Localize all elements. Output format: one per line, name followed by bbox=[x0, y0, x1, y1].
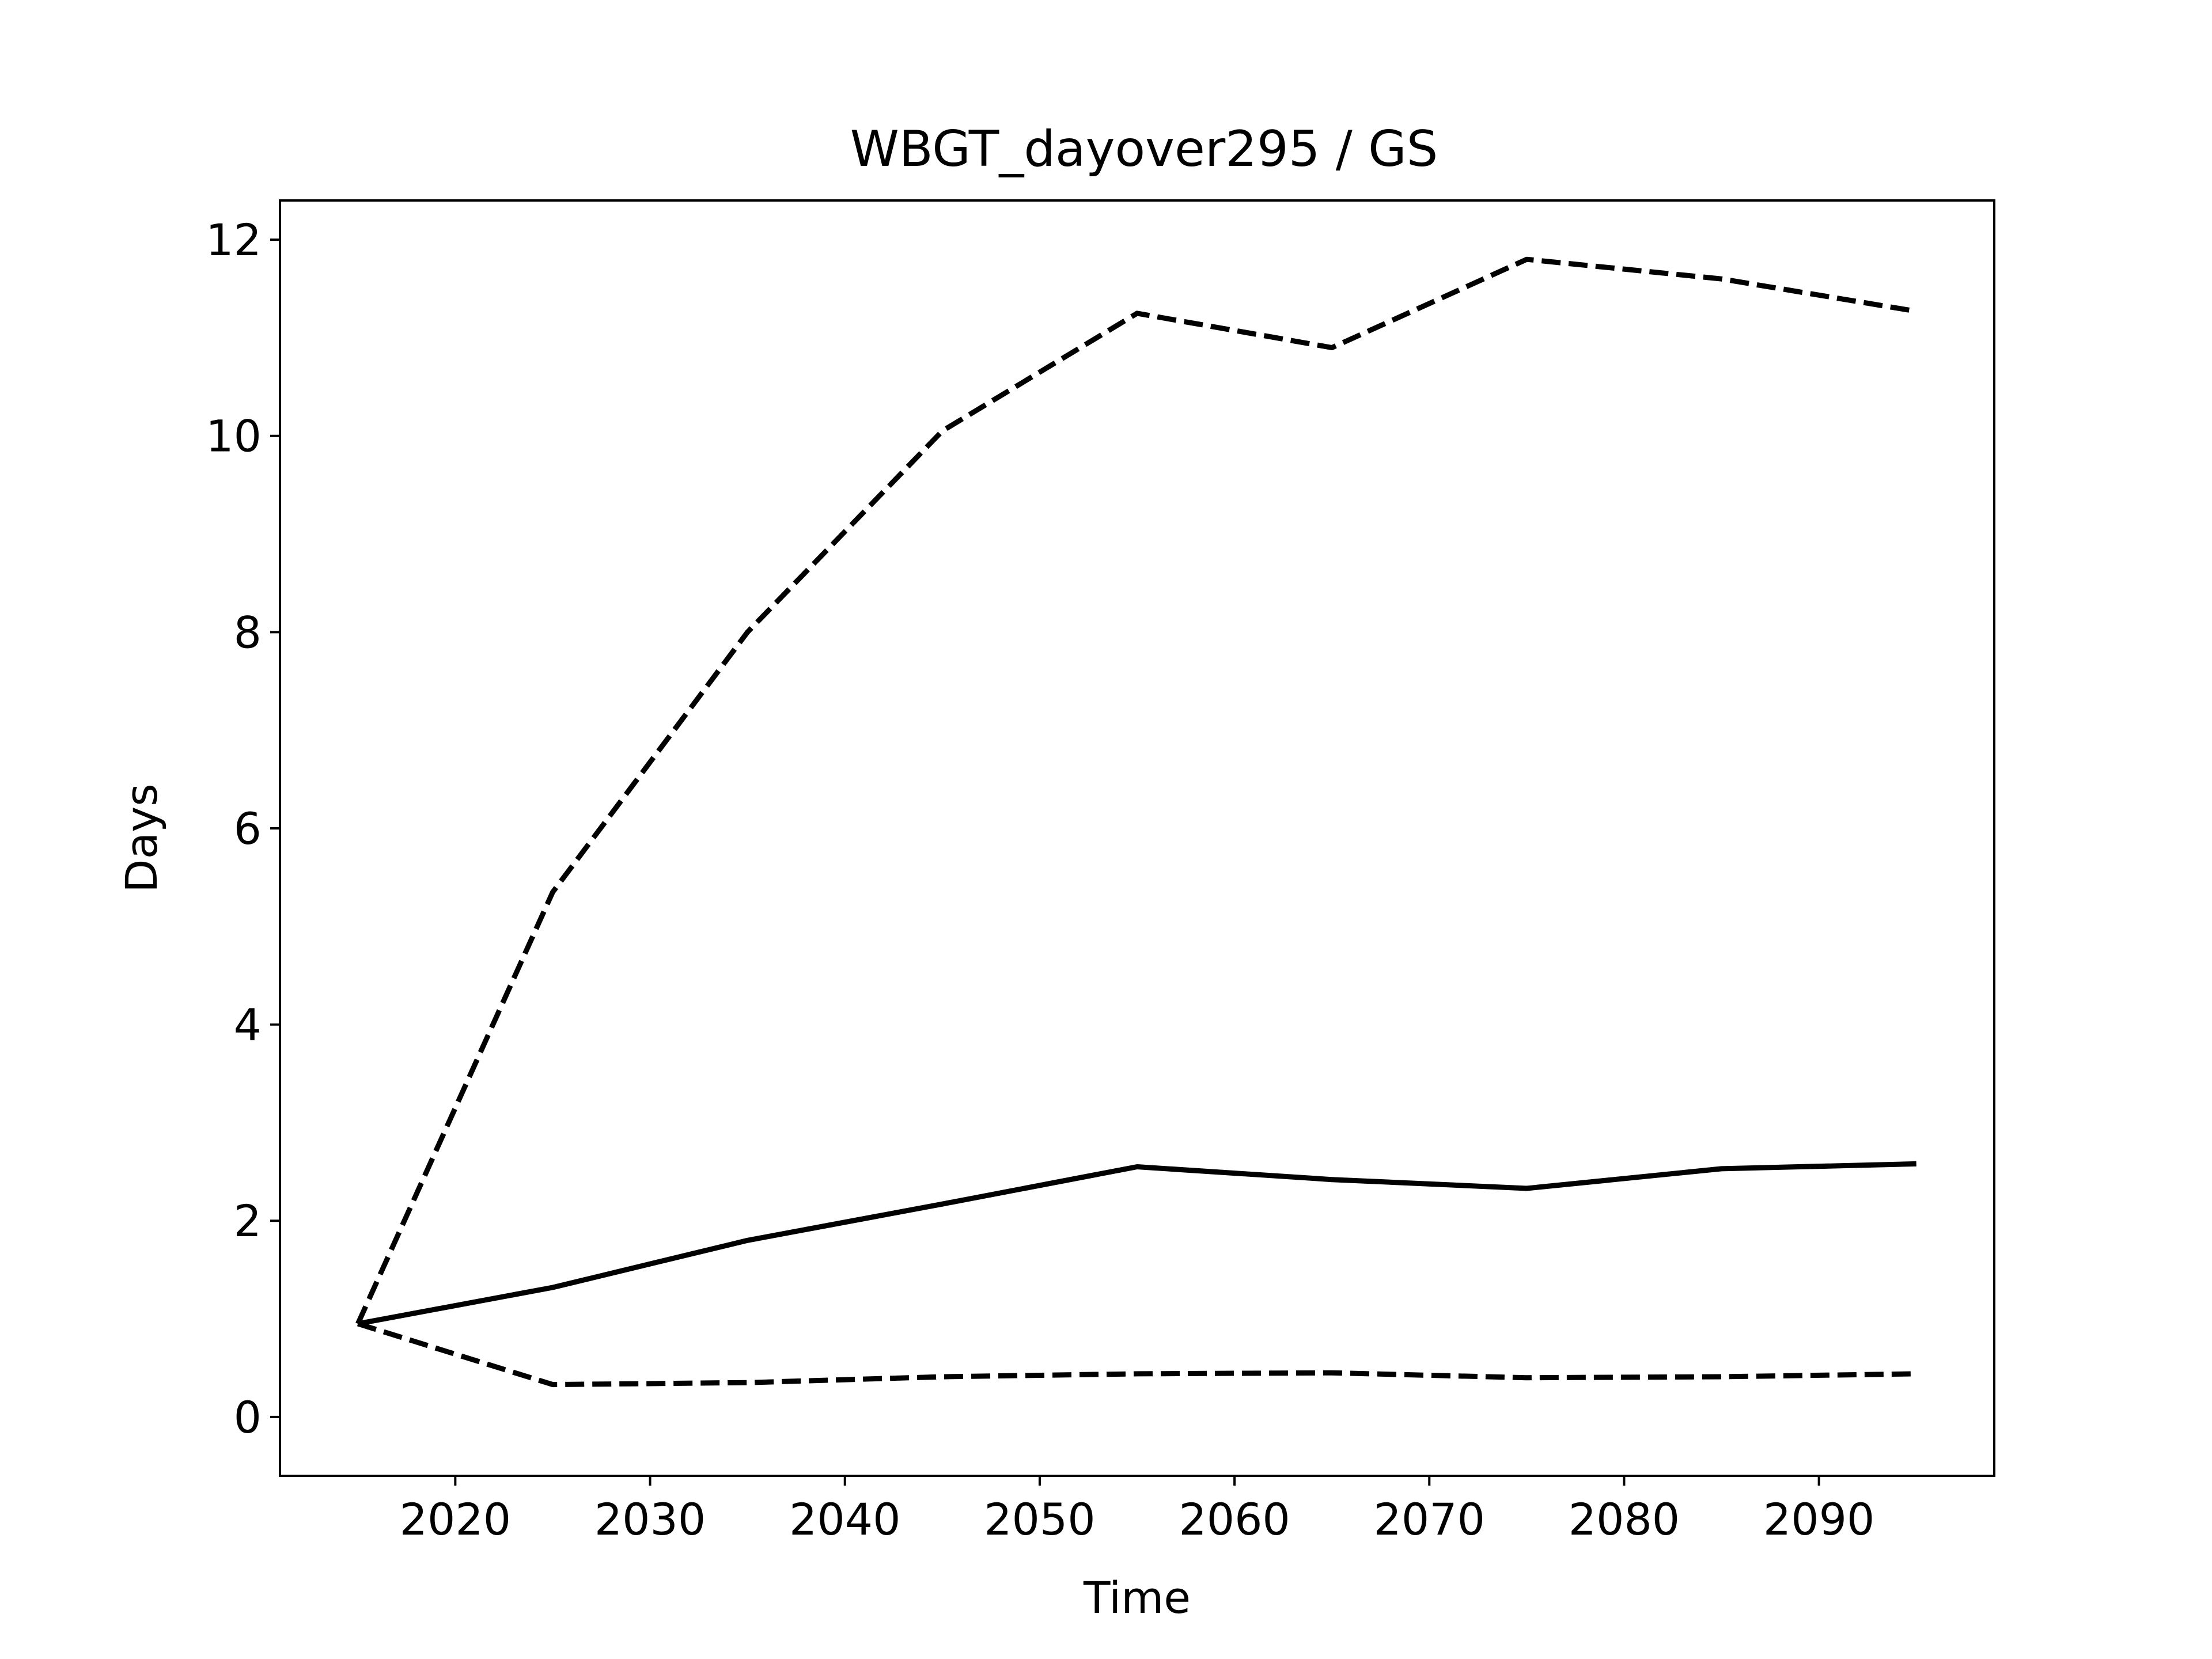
series-line-3 bbox=[357, 1321, 1916, 1388]
y-tick-label: 2 bbox=[234, 1195, 262, 1247]
y-axis-label: Days bbox=[116, 783, 167, 893]
x-tick-label: 2040 bbox=[789, 1494, 900, 1545]
series-line-2 bbox=[357, 1161, 1916, 1327]
y-tick-label: 10 bbox=[206, 411, 262, 462]
y-tick-label: 4 bbox=[234, 999, 262, 1051]
y-tick-label: 8 bbox=[234, 607, 262, 658]
x-axis-label: Time bbox=[1083, 1572, 1191, 1623]
x-tick-label: 2080 bbox=[1569, 1494, 1680, 1545]
x-tick-label: 2070 bbox=[1374, 1494, 1485, 1545]
y-tick-label: 0 bbox=[234, 1392, 262, 1443]
y-axis-ticks: 0 2 4 6 8 10 12 bbox=[206, 214, 280, 1443]
series-line-1 bbox=[355, 256, 1917, 1325]
y-tick-label: 6 bbox=[234, 803, 262, 854]
chart-title: WBGT_dayover295 / GS bbox=[850, 120, 1438, 178]
x-axis-ticks: 2020 2030 2040 2050 2060 2070 2080 2090 bbox=[400, 1476, 1874, 1545]
y-tick-label: 12 bbox=[206, 214, 262, 266]
x-tick-label: 2030 bbox=[594, 1494, 706, 1545]
x-tick-label: 2020 bbox=[400, 1494, 511, 1545]
x-tick-label: 2050 bbox=[984, 1494, 1095, 1545]
x-tick-label: 2090 bbox=[1763, 1494, 1874, 1545]
plot-lines bbox=[355, 256, 1917, 1388]
x-tick-label: 2060 bbox=[1179, 1494, 1290, 1545]
plot-frame bbox=[279, 199, 1995, 1477]
